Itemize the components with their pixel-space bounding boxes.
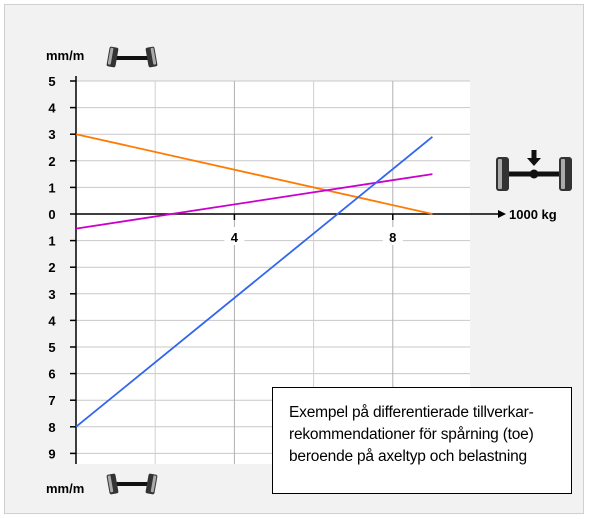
- y-tick-label: 0: [48, 207, 55, 222]
- series-line-1: [75, 173, 433, 230]
- y-tick-label: 4: [48, 313, 56, 328]
- y-tick-label: 5: [48, 74, 55, 89]
- y-tick-label: 4: [48, 101, 56, 116]
- series-lines: [75, 133, 433, 428]
- y-ticks: 5 4 3 2 1 0 1 2 3 4 5 6 7 8 9: [48, 74, 76, 461]
- axle-toe-in-icon: [106, 46, 158, 68]
- axes: [75, 76, 506, 464]
- x-tick-label-bg: [224, 227, 245, 245]
- y-tick-label: 6: [48, 367, 55, 382]
- y-axis-label-bottom: mm/m: [46, 481, 84, 496]
- note-line: rekommendationer för spårning (toe): [289, 426, 534, 443]
- y-tick-label: 7: [48, 393, 55, 408]
- y-tick-label: 1: [48, 180, 55, 195]
- y-tick-label: 3: [48, 127, 55, 142]
- y-tick-label: 5: [48, 340, 55, 355]
- note-line: beroende på axeltyp och belastning: [289, 448, 527, 465]
- x-axis-label: 1000 kg: [509, 207, 557, 222]
- x-tick-label-bg: [382, 227, 403, 245]
- x-tick-label: 4: [231, 230, 239, 245]
- y-tick-label: 2: [48, 154, 55, 169]
- y-tick-label: 3: [48, 287, 55, 302]
- axle-toe-out-icon: [106, 473, 158, 495]
- x-axis-arrow: [498, 210, 506, 218]
- y-axis-label-top: mm/m: [46, 48, 84, 63]
- note-line: Exempel på differentierade tillverkar-: [289, 404, 534, 421]
- axle-load-icon: [496, 150, 572, 191]
- y-tick-label: 9: [48, 446, 55, 461]
- y-tick-label: 2: [48, 260, 55, 275]
- series-line-0: [75, 133, 433, 215]
- series-line-2: [75, 136, 433, 428]
- y-tick-label: 8: [48, 420, 55, 435]
- x-tick-label: 8: [389, 230, 396, 245]
- note-box: Exempel på differentierade tillverkar- r…: [272, 387, 572, 494]
- y-tick-label: 1: [48, 234, 55, 249]
